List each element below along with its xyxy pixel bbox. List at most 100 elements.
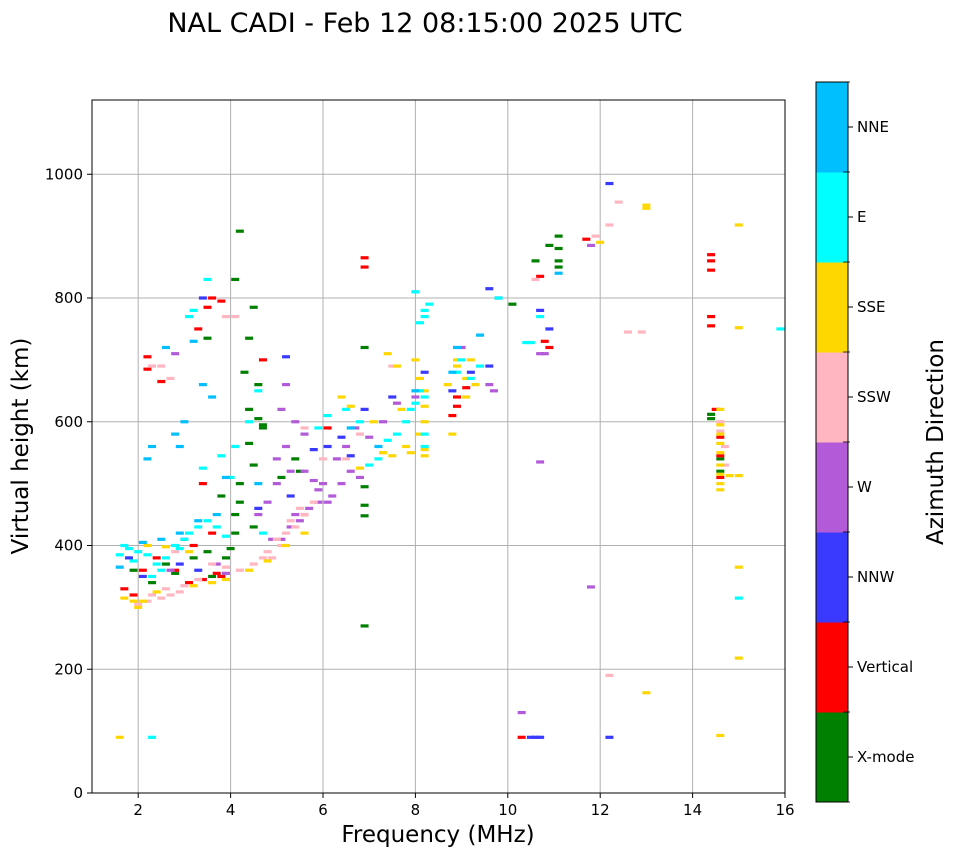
data-point — [277, 537, 286, 541]
plot-frame — [91, 99, 786, 794]
data-point — [471, 383, 480, 387]
data-point — [476, 364, 485, 368]
data-point — [554, 265, 563, 269]
data-point — [531, 259, 540, 263]
data-point — [605, 181, 614, 186]
data-point — [175, 531, 184, 535]
data-point — [536, 735, 545, 739]
data-point — [221, 314, 230, 319]
data-point — [282, 355, 291, 359]
data-point — [734, 596, 743, 600]
data-point — [536, 314, 545, 319]
data-point — [309, 500, 318, 504]
data-point — [143, 599, 152, 603]
data-point — [411, 395, 420, 399]
data-point — [485, 383, 494, 387]
data-point — [175, 444, 184, 449]
data-point — [452, 404, 461, 408]
data-point — [286, 519, 295, 523]
data-point — [531, 735, 540, 739]
data-point — [198, 383, 207, 387]
data-point — [707, 412, 716, 416]
data-point — [263, 559, 272, 563]
data-point — [411, 290, 420, 294]
data-point — [420, 444, 429, 449]
data-point — [457, 345, 466, 350]
data-point — [716, 441, 725, 446]
data-point — [277, 475, 286, 480]
data-point — [536, 460, 545, 464]
data-point — [716, 429, 725, 433]
data-point — [545, 327, 554, 331]
data-point — [148, 574, 157, 579]
colorbar-label: X-mode — [857, 748, 914, 766]
data-point — [282, 383, 291, 387]
data-point — [462, 395, 471, 399]
data-point — [212, 562, 221, 566]
data-point — [508, 302, 517, 306]
data-point — [189, 308, 198, 312]
data-point — [143, 367, 152, 371]
data-point — [642, 203, 651, 207]
data-point — [120, 543, 129, 548]
data-point — [148, 364, 157, 368]
colorbar-label: NNE — [857, 118, 889, 136]
data-point — [462, 386, 471, 390]
data-point — [194, 525, 203, 529]
data-point — [189, 339, 198, 343]
data-point — [388, 395, 397, 399]
data-point — [536, 274, 545, 278]
data-point — [369, 420, 378, 424]
series-vertical — [120, 237, 725, 739]
data-point — [494, 296, 503, 300]
data-point — [452, 370, 461, 374]
data-point — [309, 478, 318, 483]
data-point — [582, 237, 591, 241]
data-point — [263, 550, 272, 554]
data-point — [203, 305, 212, 309]
data-point — [180, 584, 189, 588]
data-point — [148, 581, 157, 585]
data-point — [268, 537, 277, 541]
data-point — [342, 444, 351, 449]
data-point — [462, 376, 471, 381]
data-point — [120, 596, 129, 600]
data-point — [124, 556, 133, 560]
data-point — [554, 246, 563, 251]
data-point — [198, 482, 207, 486]
data-point — [420, 395, 429, 399]
data-point — [707, 253, 716, 257]
data-point — [171, 568, 180, 572]
data-point — [388, 364, 397, 368]
series-sse — [115, 203, 743, 739]
data-point — [295, 506, 304, 510]
data-point — [346, 454, 355, 458]
data-point — [346, 426, 355, 430]
data-point — [314, 488, 323, 492]
data-point — [545, 243, 554, 248]
data-point — [716, 420, 725, 424]
data-point — [203, 277, 212, 282]
data-point — [221, 571, 230, 575]
data-point — [355, 475, 364, 480]
data-point — [489, 389, 498, 393]
colorbar: X-mode Vertical NNW W SSW SSE E NNE — [815, 81, 914, 803]
data-point — [138, 540, 147, 545]
data-point — [212, 512, 221, 517]
data-point — [323, 413, 332, 418]
data-point — [171, 543, 180, 548]
series-ssw — [134, 200, 729, 678]
data-point — [716, 482, 725, 486]
data-point — [596, 240, 605, 244]
data-point — [194, 568, 203, 572]
colorbar-segment — [816, 172, 848, 263]
data-point — [231, 444, 240, 449]
data-point — [716, 472, 725, 476]
data-point — [452, 358, 461, 362]
data-point — [185, 314, 194, 319]
data-point — [138, 599, 147, 603]
data-point — [707, 324, 716, 328]
data-point — [734, 565, 743, 569]
colorbar-label: NNW — [857, 568, 894, 586]
data-point — [272, 537, 281, 541]
